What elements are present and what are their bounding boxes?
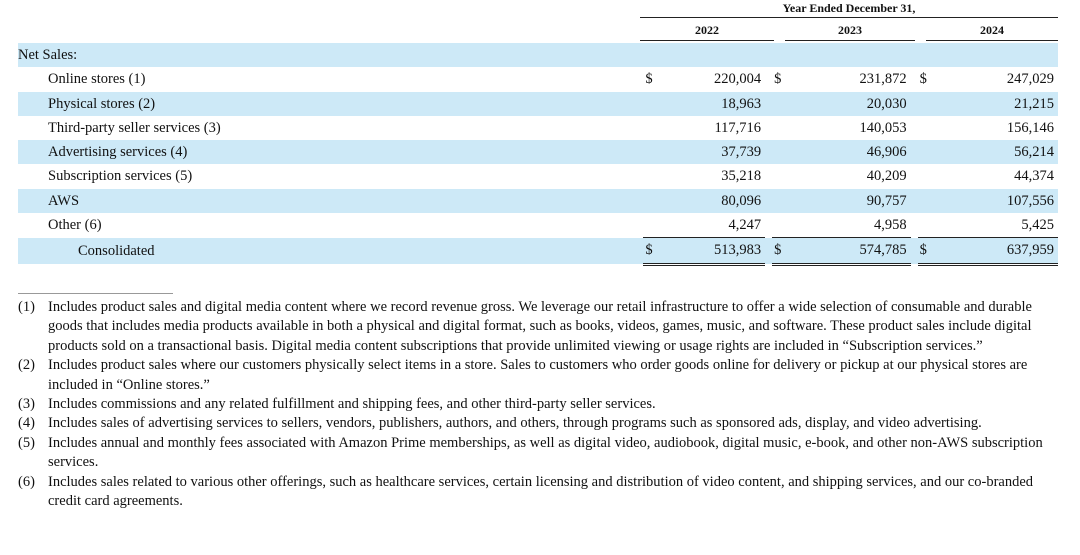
footnote-text: Includes sales related to various other … — [48, 473, 1034, 510]
currency-symbol: $ — [917, 237, 939, 266]
footnote-text: Includes sales of advertising services t… — [48, 415, 982, 432]
cell-value: 21,215 — [938, 91, 1058, 116]
cell-value: 37,739 — [663, 140, 766, 165]
footnote-number: (4) — [18, 415, 35, 432]
cell-value: 4,958 — [873, 217, 907, 234]
footnote-number: (5) — [18, 434, 35, 451]
footnote-text: Includes commissions and any related ful… — [48, 396, 656, 413]
table-row: Third-party seller services (3) 117,716 … — [18, 116, 1058, 140]
row-label: Subscription services (5) — [48, 168, 193, 185]
row-label: AWS — [18, 188, 644, 214]
net-sales-table: Net Sales: Online stores (1) $ 220,004 $… — [18, 43, 1058, 266]
footnote: (1) Includes product sales and digital m… — [18, 298, 1063, 356]
footnote-text: Includes product sales where our custome… — [48, 357, 1028, 393]
table-row: Online stores (1) $ 220,004 $ 231,872 $ … — [18, 67, 1058, 91]
footnote: (3) Includes commissions and any related… — [18, 395, 1063, 414]
table-row: AWS 80,096 90,757 107,556 — [18, 188, 1058, 214]
footnote-number: (6) — [18, 473, 35, 490]
year-header-2022: 2022 — [640, 21, 774, 41]
cell-value: 140,053 — [859, 119, 907, 136]
currency-symbol: $ — [772, 237, 793, 266]
footnote: (5) Includes annual and monthly fees ass… — [18, 434, 1063, 473]
total-value: 637,959 — [938, 237, 1058, 266]
cell-value: 35,218 — [721, 168, 762, 185]
table-row: Net Sales: — [18, 43, 1058, 68]
row-label: Online stores (1) — [48, 71, 146, 88]
footnote-text: Includes annual and monthly fees associa… — [48, 434, 1043, 471]
footnote-number: (3) — [18, 396, 35, 413]
row-label: Third-party seller services (3) — [48, 119, 221, 136]
footnote-divider — [18, 293, 173, 294]
section-label: Net Sales: — [18, 43, 644, 68]
table-row: Physical stores (2) 18,963 20,030 21,215 — [18, 91, 1058, 116]
footnote-number: (1) — [18, 299, 35, 315]
cell-value: 40,209 — [866, 168, 907, 185]
cell-value: 80,096 — [663, 188, 766, 214]
cell-value: 56,214 — [938, 140, 1058, 165]
table-row: Subscription services (5) 35,218 40,209 … — [18, 164, 1058, 188]
currency-symbol: $ — [643, 237, 664, 266]
total-row: Consolidated $ 513,983 $ 574,785 $ 637,9… — [18, 237, 1058, 266]
cell-value: 5,425 — [1021, 217, 1054, 234]
row-label: Advertising services (4) — [18, 140, 644, 165]
year-header-2023: 2023 — [785, 21, 915, 41]
cell-value: 90,757 — [792, 188, 911, 214]
footnote: (6) Includes sales related to various ot… — [18, 473, 1063, 512]
footnote: (4) Includes sales of advertising servic… — [18, 414, 1063, 433]
cell-value: 231,872 — [859, 71, 907, 88]
year-header-2024: 2024 — [926, 21, 1058, 41]
currency-symbol: $ — [774, 71, 782, 88]
cell-value: 44,374 — [1014, 168, 1054, 185]
cell-value: 4,247 — [728, 217, 762, 234]
row-label: Other (6) — [48, 217, 102, 234]
total-value: 574,785 — [792, 237, 911, 266]
footnote-number: (2) — [18, 357, 35, 374]
footnote-text: Includes product sales and digital media… — [48, 299, 1032, 354]
period-header: Year Ended December 31, — [640, 0, 1058, 18]
total-label: Consolidated — [18, 237, 644, 265]
currency-symbol: $ — [919, 71, 927, 88]
table-row: Advertising services (4) 37,739 46,906 5… — [18, 140, 1058, 165]
cell-value: 220,004 — [713, 71, 762, 88]
cell-value: 107,556 — [938, 188, 1058, 214]
cell-value: 156,146 — [1006, 119, 1054, 136]
currency-symbol: $ — [645, 71, 653, 88]
cell-value: 117,716 — [714, 119, 762, 136]
cell-value: 46,906 — [792, 140, 911, 165]
cell-value: 18,963 — [663, 91, 766, 116]
footnotes: (1) Includes product sales and digital m… — [18, 298, 1063, 511]
row-label: Physical stores (2) — [18, 91, 644, 116]
cell-value: 247,029 — [1006, 71, 1054, 88]
total-value: 513,983 — [663, 237, 766, 266]
footnote: (2) Includes product sales where our cus… — [18, 356, 1063, 395]
cell-value: 20,030 — [792, 91, 911, 116]
table-row: Other (6) 4,247 4,958 5,425 — [18, 213, 1058, 238]
